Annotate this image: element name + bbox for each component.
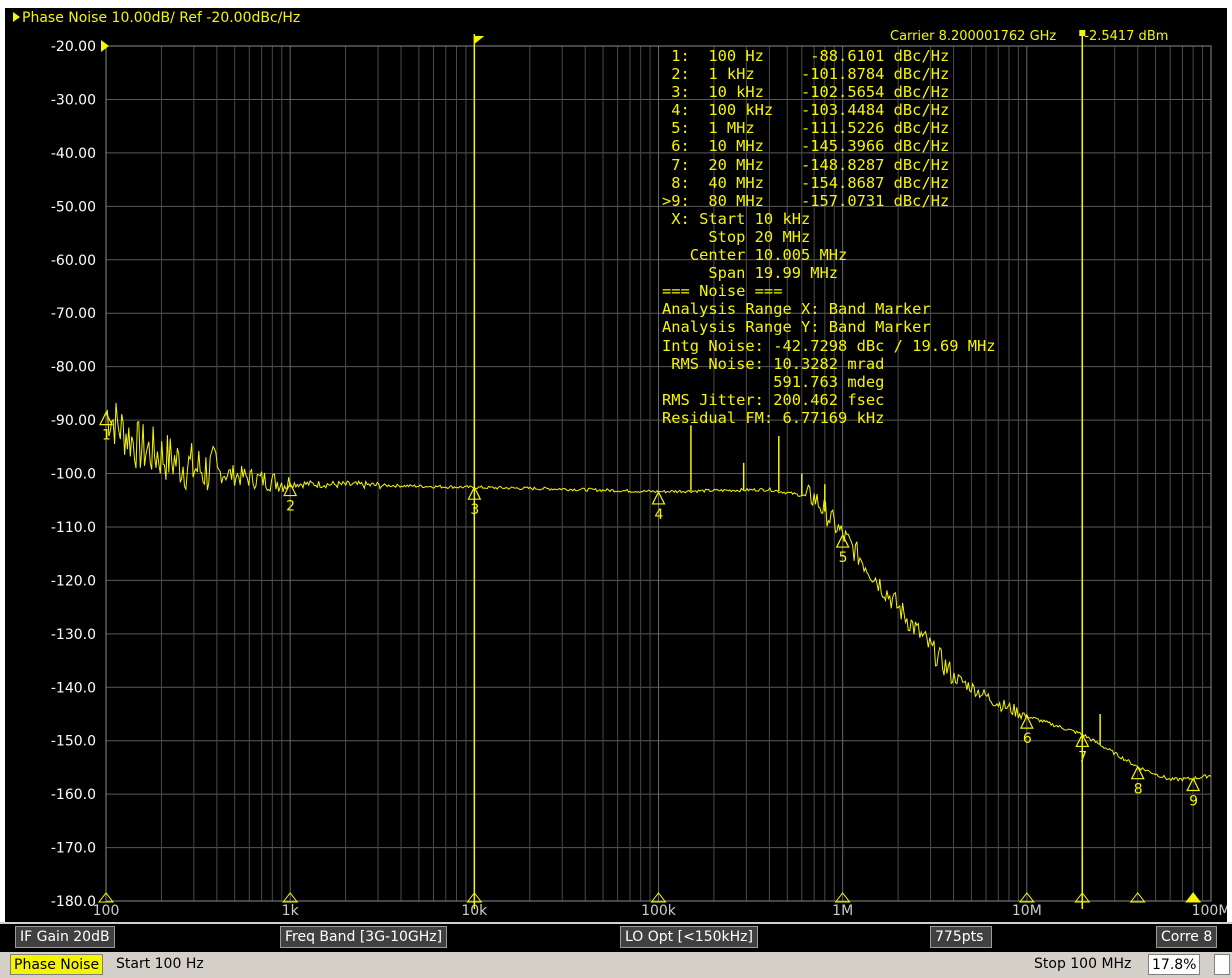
marker-readout-row: 5: 1 MHz -111.5226 dBc/Hz xyxy=(662,119,950,138)
marker-readout-row: 2: 1 kHz -101.8784 dBc/Hz xyxy=(662,65,950,84)
trace-indicator-icon xyxy=(13,12,20,22)
marker-readout-row: >9: 80 MHz -157.0731 dBc/Hz xyxy=(662,191,950,210)
marker-readout-row: 4: 100 kHz -103.4484 dBc/Hz xyxy=(662,101,950,120)
axis-marker-icon xyxy=(1018,892,1035,903)
analysis-line: Stop 20 MHz xyxy=(662,227,811,246)
marker-label: 1 xyxy=(102,428,111,444)
start-frequency: Start 100 Hz xyxy=(116,956,204,972)
y-tick-label: -90.00 xyxy=(51,413,96,429)
carrier-frequency: Carrier 8.200001762 GHz xyxy=(890,29,1057,44)
band-stop-flag-icon xyxy=(1079,30,1086,36)
marker-triangle-icon[interactable] xyxy=(467,485,482,500)
marker-label: 5 xyxy=(839,550,848,566)
progress-percent: 17.8% xyxy=(1148,954,1201,975)
axis-marker-icon xyxy=(1185,892,1202,903)
if-gain-status[interactable]: IF Gain 20dB xyxy=(15,926,115,948)
y-tick-label: -130.0 xyxy=(51,627,96,643)
marker-triangle-icon[interactable] xyxy=(1019,714,1034,729)
x-tick-label: 10k xyxy=(461,903,488,919)
axis-marker-icon xyxy=(466,892,483,903)
points-status[interactable]: 775pts xyxy=(930,926,992,948)
reference-level-arrow xyxy=(101,40,109,52)
y-tick-label: -100.0 xyxy=(51,467,96,483)
analysis-line: Span 19.99 MHz xyxy=(662,264,839,283)
y-tick-label: -150.0 xyxy=(51,734,96,750)
marker-triangle-icon[interactable] xyxy=(1075,733,1090,748)
carrier-power: -2.5417 dBm xyxy=(1084,29,1169,44)
freq-band-status[interactable]: Freq Band [3G-10GHz] xyxy=(280,926,448,948)
marker-label: 7 xyxy=(1078,749,1087,765)
y-tick-label: -40.00 xyxy=(51,146,96,162)
stop-frequency: Stop 100 MHz xyxy=(1034,956,1132,972)
axis-marker-icon xyxy=(1074,892,1091,903)
marker-readout: 1: 100 Hz -88.6101 dBc/Hz 2: 1 kHz -101.… xyxy=(662,47,996,427)
analysis-line: RMS Noise: 10.3282 mrad xyxy=(662,354,885,373)
plot-screen: -20.00 -30.00 -40.00 -50.00 -60.00 -70.00 -80.… xyxy=(5,8,1227,922)
x-tick-label: 1k xyxy=(282,903,300,919)
axis-marker-icon xyxy=(650,892,667,903)
y-tick-label: -170.0 xyxy=(51,841,96,857)
y-tick-label: -160.0 xyxy=(51,787,96,803)
analysis-line: X: Start 10 kHz xyxy=(662,209,811,228)
y-tick-label: -20.00 xyxy=(51,39,96,55)
marker-triangle-icon[interactable] xyxy=(1186,777,1201,792)
y-tick-label: -180.0 xyxy=(51,894,96,910)
analysis-line: Center 10.005 MHz xyxy=(662,246,848,265)
marker-triangle-icon[interactable] xyxy=(99,411,113,426)
marker-label: 6 xyxy=(1023,731,1032,747)
marker-triangle-icon[interactable] xyxy=(283,482,298,497)
y-tick-label: -80.00 xyxy=(51,360,96,376)
x-tick-label: 1M xyxy=(832,903,853,919)
band-start-flag-icon xyxy=(474,36,485,44)
y-tick-label: -140.0 xyxy=(51,680,96,696)
x-tick-label: 100M xyxy=(1192,903,1227,919)
axis-marker-icon xyxy=(1129,892,1146,903)
marker-readout-row: 8: 40 MHz -154.8687 dBc/Hz xyxy=(662,173,950,192)
marker-triangle-icon[interactable] xyxy=(651,490,666,505)
y-tick-label: -120.0 xyxy=(51,573,96,589)
status-bar-settings: IF Gain 20dB Freq Band [3G-10GHz] LO Opt… xyxy=(0,922,1232,952)
lo-opt-status[interactable]: LO Opt [<150kHz] xyxy=(620,926,758,948)
carrier-info: Carrier 8.200001762 GHz -2.5417 dBm xyxy=(890,29,1168,44)
axis-marker-icon xyxy=(97,892,115,903)
x-tick-label: 10M xyxy=(1012,903,1042,919)
status-bar-sweep: Phase Noise Start 100 Hz Stop 100 MHz 17… xyxy=(0,952,1232,978)
marker-triangle-icon[interactable] xyxy=(1130,765,1145,780)
marker-label: 4 xyxy=(655,507,664,523)
marker-readout-row: 1: 100 Hz -88.6101 dBc/Hz xyxy=(662,47,950,65)
y-tick-label: -110.0 xyxy=(51,520,96,536)
marker-readout-row: 6: 10 MHz -145.3966 dBc/Hz xyxy=(662,137,950,156)
y-tick-label: -70.00 xyxy=(51,306,96,322)
marker-readout-row: 3: 10 kHz -102.5654 dBc/Hz xyxy=(662,83,950,102)
phase-noise-chart[interactable]: -20.00 -30.00 -40.00 -50.00 -60.00 -70.00 -80.… xyxy=(5,8,1227,922)
scroll-right-button[interactable] xyxy=(1214,954,1230,975)
axis-marker-icon xyxy=(282,892,299,903)
trace-title[interactable]: Phase Noise 10.00dB/ Ref -20.00dBc/Hz xyxy=(13,10,300,26)
analysis-line: === Noise === xyxy=(662,282,783,301)
marker-triangle-icon[interactable] xyxy=(835,533,850,548)
marker-label: 8 xyxy=(1134,782,1143,798)
y-tick-label: -60.00 xyxy=(51,253,96,269)
measurement-label[interactable]: Phase Noise xyxy=(10,954,104,975)
plot-border xyxy=(105,45,1212,902)
axis-marker-icon xyxy=(834,892,851,903)
instrument-frame: -20.00 -30.00 -40.00 -50.00 -60.00 -70.00 -80.… xyxy=(0,0,1232,922)
analysis-line: Analysis Range Y: Band Marker xyxy=(662,318,931,337)
marker-label: 3 xyxy=(470,502,479,518)
marker-readout-row: 7: 20 MHz -148.8287 dBc/Hz xyxy=(662,155,950,174)
x-tick-label: 100 xyxy=(93,903,120,919)
analysis-line: Residual FM: 6.77169 kHz xyxy=(662,408,885,427)
y-tick-label: -50.00 xyxy=(51,199,96,215)
analysis-line: RMS Jitter: 200.462 fsec xyxy=(662,390,885,409)
y-tick-label: -30.00 xyxy=(51,92,96,108)
x-tick-label: 100k xyxy=(641,903,677,919)
correlation-status[interactable]: Corre 8 xyxy=(1156,926,1218,948)
trace-title-text: Phase Noise 10.00dB/ Ref -20.00dBc/Hz xyxy=(22,10,301,26)
analysis-line: 591.763 mdeg xyxy=(662,372,885,391)
marker-label: 9 xyxy=(1189,793,1198,809)
analysis-line: Intg Noise: -42.7298 dBc / 19.69 MHz xyxy=(662,336,996,355)
analysis-line: Analysis Range X: Band Marker xyxy=(662,300,931,319)
marker-label: 2 xyxy=(286,499,295,515)
